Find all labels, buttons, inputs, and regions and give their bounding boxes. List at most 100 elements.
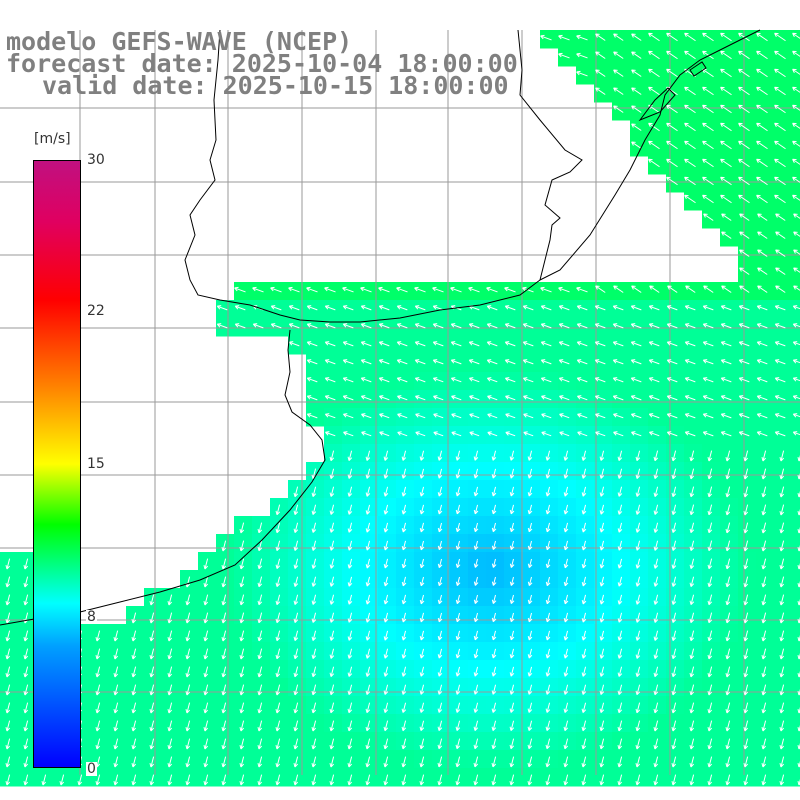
wind-arrow [95, 720, 101, 732]
wind-arrow [666, 140, 678, 150]
wind-arrow [203, 648, 209, 660]
wind-cell [792, 696, 800, 715]
wind-arrow [311, 576, 317, 587]
wind-arrow [396, 359, 408, 365]
wind-arrow [221, 576, 227, 588]
wind-arrow [203, 576, 209, 588]
wind-arrow [797, 598, 800, 606]
wind-arrow [599, 630, 605, 641]
wind-arrow [378, 286, 390, 293]
wind-arrow [401, 504, 407, 515]
wind-arrow [486, 286, 498, 293]
wind-arrow [630, 323, 642, 329]
wind-arrow [689, 522, 695, 534]
coastline-south [0, 329, 326, 626]
wind-arrow [450, 323, 462, 329]
wind-arrow [671, 540, 677, 551]
wind-arrow [486, 323, 498, 329]
wind-arrow [774, 68, 786, 78]
wind-arrow [725, 468, 731, 480]
wind-arrow [437, 684, 443, 695]
wind-arrow [185, 774, 191, 786]
wind-arrow [455, 666, 461, 677]
wind-arrow [347, 594, 353, 605]
wind-arrow [797, 490, 800, 498]
wind-arrow [756, 140, 768, 150]
wind-arrow [612, 305, 624, 311]
wind-arrow [383, 756, 389, 768]
wind-arrow [559, 395, 570, 401]
wind-arrow [725, 684, 731, 696]
wind-arrow [761, 450, 767, 462]
wind-arrow [419, 522, 425, 533]
wind-arrow [473, 630, 479, 641]
wind-arrow [437, 486, 443, 497]
wind-arrow [707, 504, 713, 516]
wind-arrow [347, 612, 353, 623]
wind-arrow [527, 756, 533, 768]
wind-arrow [437, 648, 443, 659]
wind-arrow [149, 684, 155, 696]
wind-arrow [329, 468, 335, 479]
wind-cell [792, 30, 800, 49]
wind-arrow [347, 540, 353, 551]
wind-arrow [630, 395, 642, 401]
wind-arrow [581, 468, 587, 479]
wind-cell [792, 174, 800, 193]
wind-arrow [95, 702, 101, 714]
wind-arrow [540, 34, 552, 41]
wind-arrow [702, 104, 714, 114]
wind-arrow [324, 286, 336, 293]
wind-arrow [149, 648, 155, 660]
wind-arrow [419, 468, 425, 479]
wind-arrow [23, 648, 29, 660]
wind-arrow [293, 486, 299, 498]
wind-arrow [342, 359, 354, 365]
wind-arrow [581, 594, 587, 605]
wind-arrow [702, 140, 714, 150]
wind-arrow [23, 666, 29, 678]
wind-arrow [545, 576, 551, 587]
wind-arrow [599, 522, 605, 533]
wind-arrow [311, 684, 317, 696]
wind-arrow [293, 756, 299, 768]
wind-arrow [684, 122, 696, 132]
wind-arrow [720, 377, 732, 383]
wind-arrow [775, 213, 786, 221]
wind-arrow [433, 431, 444, 437]
wind-cell [792, 264, 800, 283]
wind-arrow [275, 702, 281, 714]
wind-arrow [239, 720, 245, 732]
wind-arrow [455, 522, 461, 533]
wind-arrow [563, 558, 569, 569]
wind-arrow [455, 594, 461, 605]
wind-arrow [577, 431, 588, 437]
wind-arrow [617, 576, 623, 587]
wind-arrow [347, 738, 353, 750]
wind-arrow [347, 630, 353, 641]
wind-arrow [613, 33, 624, 41]
wind-arrow [648, 431, 660, 437]
wind-arrow [563, 504, 569, 515]
wind-arrow [702, 50, 714, 60]
wind-arrow [617, 666, 623, 677]
wind-arrow [599, 540, 605, 551]
wind-arrow [671, 684, 677, 696]
wind-arrow [437, 756, 443, 768]
wind-arrow [792, 359, 800, 364]
wind-arrow [491, 666, 497, 677]
wind-arrow [707, 594, 713, 606]
wind-arrow [522, 341, 534, 347]
wind-arrow [396, 286, 408, 293]
wind-arrow [473, 576, 479, 586]
wind-arrow [234, 286, 246, 293]
wind-arrow [792, 431, 800, 436]
wind-arrow [631, 431, 642, 437]
wind-arrow [311, 756, 317, 768]
wind-arrow [599, 684, 605, 695]
wind-arrow [509, 666, 515, 677]
wind-arrow [779, 630, 785, 642]
wind-arrow [401, 756, 407, 768]
wind-arrow [23, 720, 29, 732]
wind-arrow [522, 305, 534, 311]
